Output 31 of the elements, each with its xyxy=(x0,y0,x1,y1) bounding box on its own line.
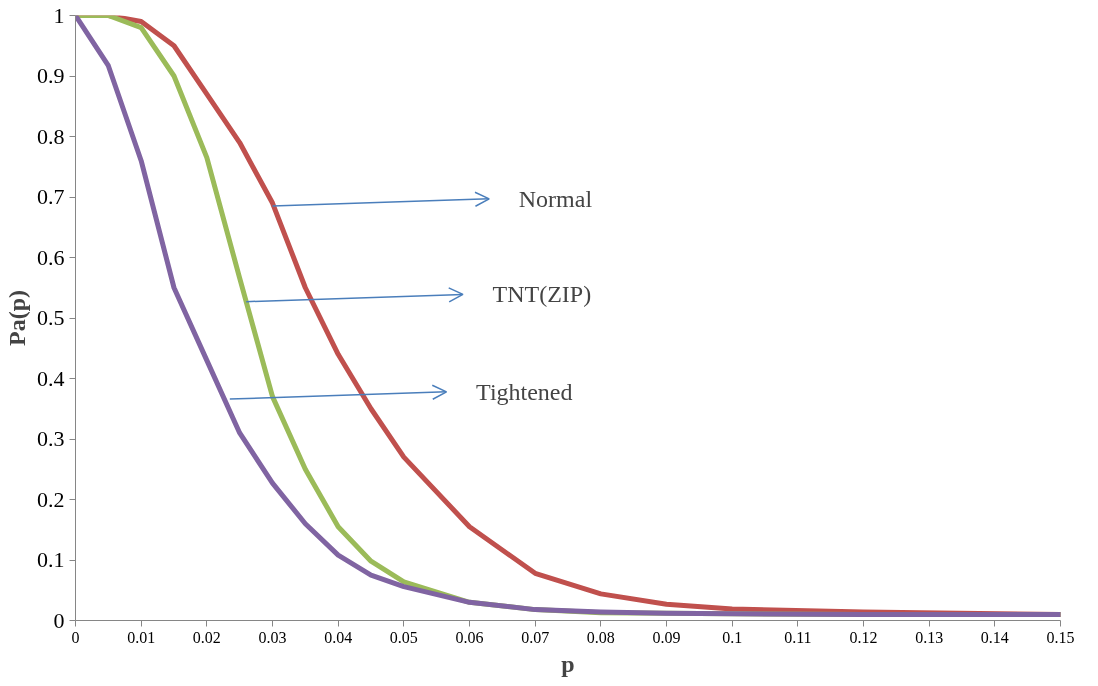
x-tick-label: 0.03 xyxy=(258,628,287,646)
y-tick-label: 1 xyxy=(53,2,65,28)
x-tick-label: 0.09 xyxy=(652,628,681,646)
annotation: Tightened xyxy=(476,378,573,405)
x-tick-label: 0.11 xyxy=(784,628,812,646)
x-tick-label: 0.12 xyxy=(849,628,878,646)
x-axis-title: p xyxy=(561,650,575,677)
y-tick-label: 0.4 xyxy=(37,365,65,391)
x-tick-label: 0.15 xyxy=(1046,628,1075,646)
y-tick-label: 0.6 xyxy=(37,244,65,270)
y-tick-label: 0.9 xyxy=(37,63,65,88)
y-tick-label: 0.3 xyxy=(37,426,65,451)
x-tick-label: 0.08 xyxy=(586,628,615,646)
y-tick-label: 0.1 xyxy=(37,547,65,572)
y-tick-label: 0.2 xyxy=(37,486,65,512)
x-tick-label: 0.01 xyxy=(127,628,156,646)
x-tick-label: 0.1 xyxy=(722,628,743,646)
x-tick-label: 0.02 xyxy=(192,628,221,646)
x-tick-label: 0.04 xyxy=(324,628,353,646)
y-tick-label: 0.7 xyxy=(37,184,65,209)
y-tick-label: 0.5 xyxy=(37,305,65,330)
annotation: TNT(ZIP) xyxy=(492,281,592,308)
annotation: Normal xyxy=(518,185,593,212)
x-tick-label: 0.07 xyxy=(521,628,550,646)
x-tick-label: 0.06 xyxy=(455,628,484,646)
x-tick-label: 0.14 xyxy=(980,628,1009,646)
x-tick-label: 0.13 xyxy=(915,628,944,646)
x-tick-label: 0 xyxy=(71,628,80,646)
y-tick-label: 0.8 xyxy=(37,123,65,149)
y-axis-title: Pa(p) xyxy=(4,290,30,346)
x-tick-label: 0.05 xyxy=(389,628,418,646)
